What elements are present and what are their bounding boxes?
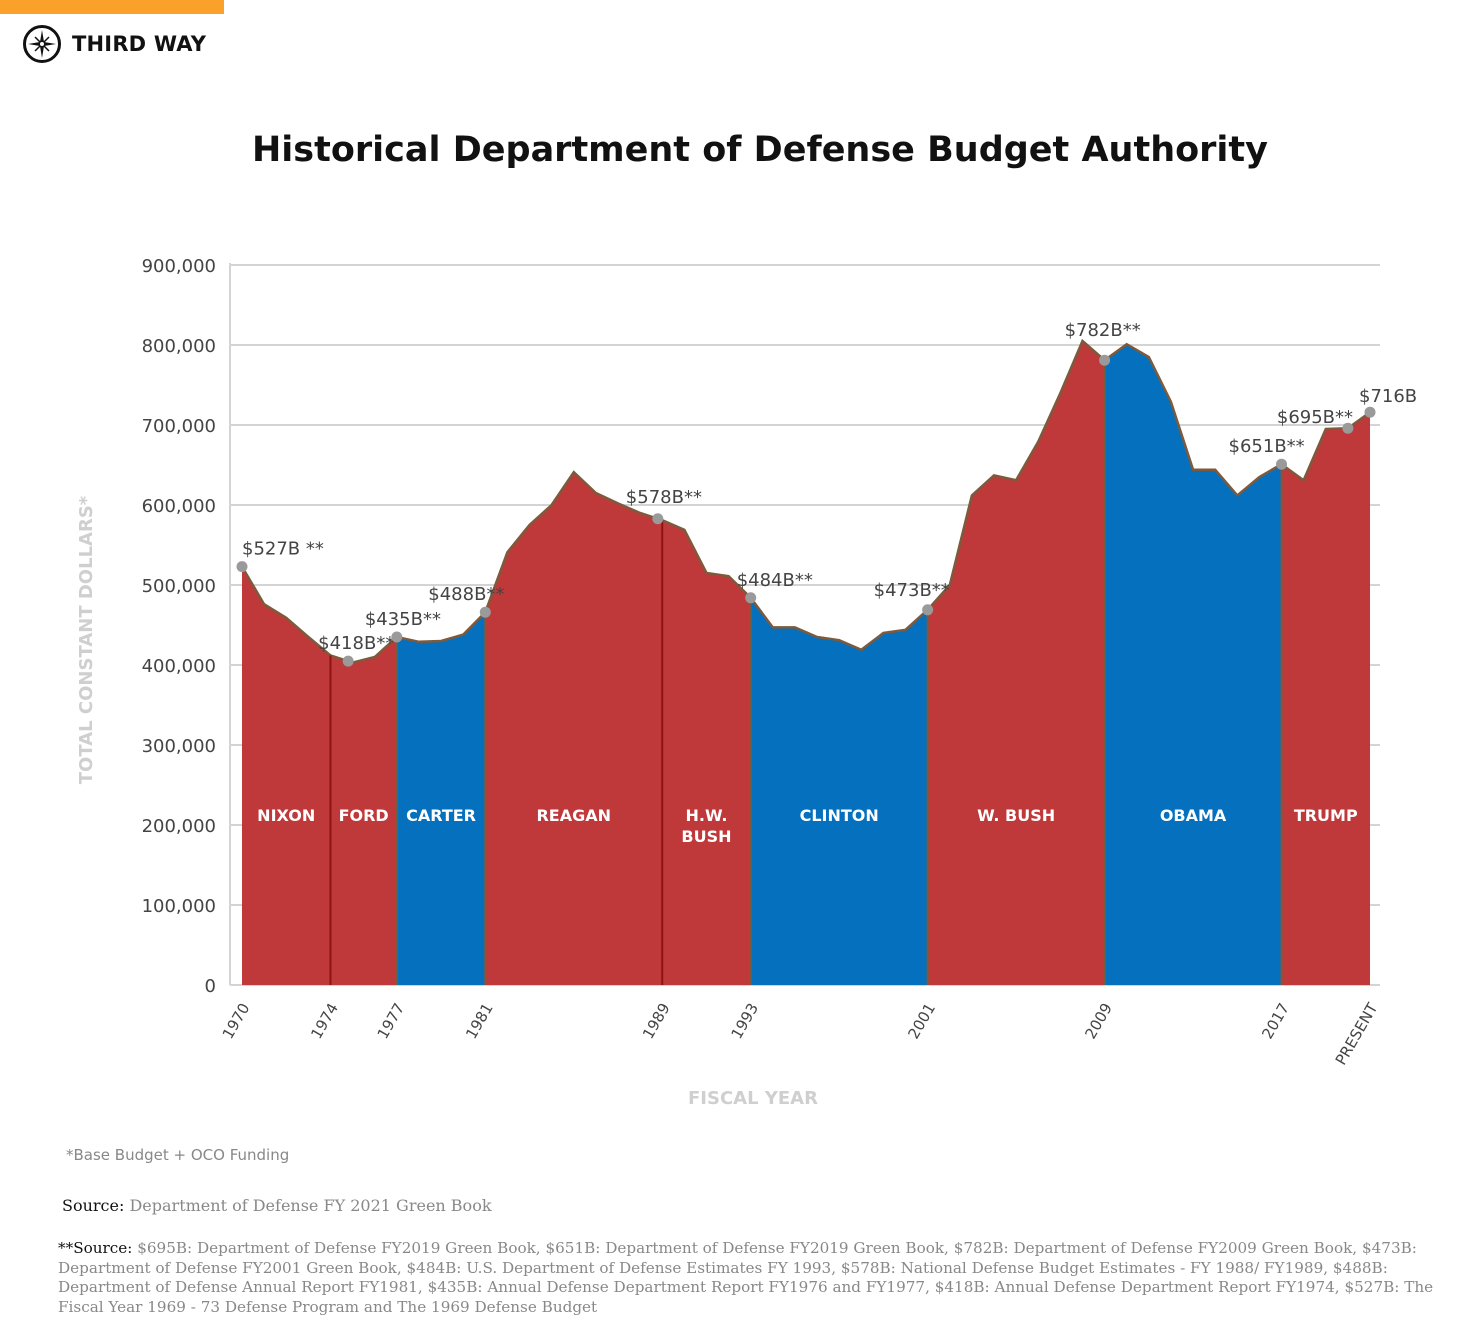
y-tick-label: 700,000 xyxy=(142,416,216,437)
annotation-label: $435B** xyxy=(365,609,441,630)
y-tick-label: 300,000 xyxy=(142,736,216,757)
area-h-w-bush xyxy=(662,520,751,985)
annotation-label: $473B** xyxy=(874,580,950,601)
annotation-label: $716B xyxy=(1359,386,1417,407)
presidency-label: FORD xyxy=(339,806,389,825)
area-outline xyxy=(330,636,398,664)
y-tick-label: 800,000 xyxy=(142,336,216,357)
source-label: Source: xyxy=(62,1196,125,1215)
x-tick-label: 1977 xyxy=(374,1000,409,1042)
area-outline xyxy=(484,470,663,613)
area-outline xyxy=(926,338,1106,611)
y-tick-label: 600,000 xyxy=(142,496,216,517)
presidency-label: CLINTON xyxy=(800,806,879,825)
y-tick-labels: 0 100,000 200,000 300,000 400,000 500,000 600,… xyxy=(142,256,216,997)
area-outline xyxy=(396,611,487,644)
x-tick-label: 1981 xyxy=(462,1000,497,1042)
x-tick-label: 1989 xyxy=(639,1000,674,1042)
source-text: Department of Defense FY 2021 Green Book xyxy=(129,1196,492,1215)
area-outline xyxy=(749,597,929,652)
annotation-label: $484B** xyxy=(737,570,813,591)
presidency-areas xyxy=(240,338,1371,985)
x-tick-label: PRESENT xyxy=(1332,999,1382,1068)
annotations: $527B ** $418B** $435B** $488B** $578B** $484… xyxy=(236,320,1417,667)
x-tick-label: 2009 xyxy=(1081,1000,1116,1042)
annotation-sources-note: **Source: $695B: Department of Defense F… xyxy=(58,1239,1448,1317)
area-trump xyxy=(1281,412,1370,985)
area-obama xyxy=(1104,344,1282,985)
brand-accent-bar xyxy=(0,0,224,14)
presidency-labels: NIXON FORD CARTER REAGAN H.W. BUSH CLINTON W. B… xyxy=(257,806,1358,846)
y-tick-label: 900,000 xyxy=(142,256,216,277)
brand-name: THIRD WAY xyxy=(72,32,207,56)
x-axis-label: FISCAL YEAR xyxy=(688,1088,818,1109)
x-tick-labels: 1970 1974 1977 1981 1989 1993 2001 2009 2017 PRES… xyxy=(219,999,1382,1068)
x-tick-label: 1970 xyxy=(219,1000,254,1042)
x-tick-label: 1993 xyxy=(727,1000,762,1042)
annotation-label: $527B ** xyxy=(242,539,324,560)
third-way-logo: THIRD WAY xyxy=(22,24,206,64)
area-outline xyxy=(661,519,752,599)
source2-text: $695B: Department of Defense FY2019 Gree… xyxy=(58,1239,1434,1316)
budget-area-chart: 0 100,000 200,000 300,000 400,000 500,000 600,… xyxy=(76,256,1417,1109)
area-outline xyxy=(1103,342,1283,498)
annotation-label: $651B** xyxy=(1229,436,1305,457)
source-note: Source: Department of Defense FY 2021 Gr… xyxy=(62,1196,492,1215)
presidency-label: TRUMP xyxy=(1294,806,1358,825)
y-tick-label: 200,000 xyxy=(142,816,216,837)
x-tick-label: 2001 xyxy=(904,1000,939,1042)
y-tick-label: 500,000 xyxy=(142,576,216,597)
presidency-label: NIXON xyxy=(257,806,315,825)
annotation-label: $782B** xyxy=(1065,320,1141,341)
presidency-label: REAGAN xyxy=(536,806,611,825)
presidency-label: CARTER xyxy=(406,806,476,825)
annotation-label: $578B** xyxy=(626,487,702,508)
annotation-dot xyxy=(479,606,491,618)
y-axis-label: TOTAL CONSTANT DOLLARS* xyxy=(76,495,97,784)
x-tick-label: 2017 xyxy=(1258,1000,1293,1042)
annotation-dot xyxy=(391,631,403,643)
annotation-label: $695B** xyxy=(1277,407,1353,428)
area-nixon xyxy=(242,566,331,985)
area-outline xyxy=(1280,411,1371,483)
annotation-dot xyxy=(1364,406,1376,418)
y-tick-label: 100,000 xyxy=(142,896,216,917)
y-tick-label: 400,000 xyxy=(142,656,216,677)
presidency-label: W. BUSH xyxy=(977,806,1055,825)
compass-star-icon xyxy=(23,25,61,63)
source2-label: **Source: xyxy=(58,1239,133,1257)
area-outline xyxy=(240,565,332,657)
annotation-dot xyxy=(342,655,354,667)
annotation-dot xyxy=(922,604,934,616)
area-w-bush xyxy=(927,341,1105,985)
y-tick-label: 0 xyxy=(205,976,216,997)
annotation-dot xyxy=(1099,354,1111,366)
annotation-dot xyxy=(652,513,664,525)
annotation-label: $488B** xyxy=(428,584,504,605)
annotation-dot xyxy=(236,561,248,573)
area-carter xyxy=(396,612,486,985)
annotation-dot xyxy=(745,592,757,604)
area-reagan xyxy=(485,472,663,985)
presidency-label: H.W. BUSH xyxy=(681,806,731,846)
chart-title: Historical Department of Defense Budget … xyxy=(252,130,1268,170)
presidency-label: OBAMA xyxy=(1160,806,1227,825)
x-tick-label: 1974 xyxy=(307,1000,342,1042)
asterisk-footnote: *Base Budget + OCO Funding xyxy=(66,1146,290,1164)
annotation-dot xyxy=(1342,422,1354,434)
area-ford xyxy=(330,637,397,985)
annotation-label: $418B** xyxy=(318,633,394,654)
annotation-dot xyxy=(1276,458,1288,470)
area-clinton xyxy=(750,597,928,985)
